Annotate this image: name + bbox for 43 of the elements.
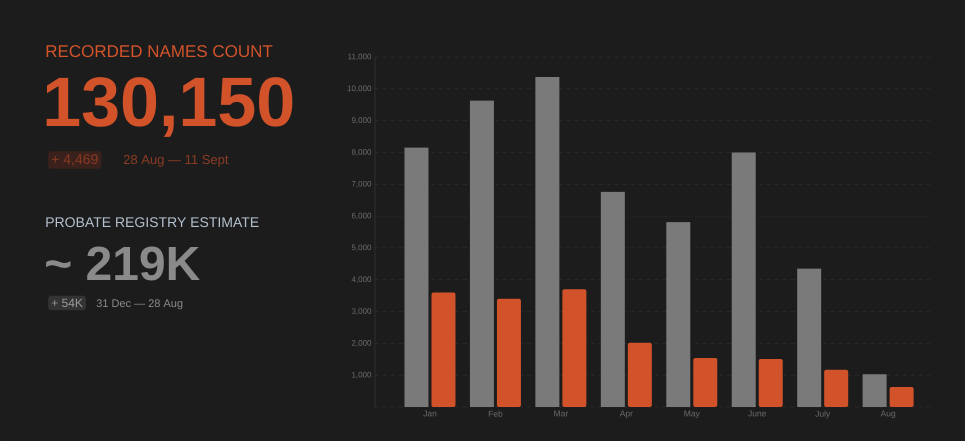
bar (890, 386, 914, 407)
y-tick-label: 9,000 (352, 117, 372, 124)
y-tick-label: 10,000 (348, 85, 372, 92)
text: + 54K (52, 298, 83, 308)
bar (732, 152, 756, 407)
x-tick-label: Jan (423, 410, 436, 416)
bar (628, 342, 652, 407)
x-tick-label: June (748, 410, 766, 416)
y-tick-label: 4,000 (352, 276, 372, 284)
y-tick-label: 7,000 (352, 180, 372, 188)
y-tick-label: 5,000 (352, 244, 372, 252)
y-tick-label: 11,000 (348, 54, 372, 60)
bar (470, 100, 494, 407)
text: 28 Aug — 11 Sept (124, 154, 228, 167)
y-tick-label: 2,000 (352, 340, 372, 347)
bar (666, 222, 690, 407)
bar (431, 292, 456, 407)
text: + 4,469 (52, 154, 98, 166)
text: RECORDED NAMES COUNT (46, 45, 272, 58)
y-tick-label: 3,000 (352, 308, 372, 315)
x-tick-label: Aug (880, 410, 896, 418)
x-tick-label: Feb (488, 410, 502, 417)
text: PROBATE REGISTRY ESTIMATE (46, 217, 259, 228)
bar (535, 77, 560, 407)
x-tick-label: July (815, 410, 830, 418)
bar (797, 268, 822, 407)
bar (496, 298, 521, 407)
bar (758, 358, 783, 407)
bar (824, 370, 848, 407)
text: ~ 219K (46, 246, 200, 280)
x-tick-label: Apr (620, 410, 633, 418)
y-tick-label: 1,000 (352, 372, 372, 378)
x-tick-label: May (684, 410, 700, 418)
text: 130,150 (46, 77, 292, 137)
y-tick-label: 6,000 (352, 212, 372, 220)
bar (600, 192, 625, 407)
x-tick-label: Mar (554, 410, 568, 416)
y-tick-label: 8,000 (352, 149, 372, 156)
text: 31 Dec — 28 Aug (96, 299, 182, 310)
bar (693, 358, 718, 407)
bar (562, 289, 586, 407)
bar (404, 148, 428, 407)
bar (862, 374, 887, 407)
